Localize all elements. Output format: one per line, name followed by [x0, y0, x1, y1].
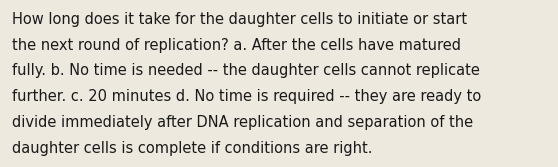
- Text: daughter cells is complete if conditions are right.: daughter cells is complete if conditions…: [12, 141, 373, 156]
- Text: divide immediately after DNA replication and separation of the: divide immediately after DNA replication…: [12, 115, 473, 130]
- Text: further. c. 20 minutes d. No time is required -- they are ready to: further. c. 20 minutes d. No time is req…: [12, 89, 482, 104]
- Text: How long does it take for the daughter cells to initiate or start: How long does it take for the daughter c…: [12, 12, 468, 27]
- Text: fully. b. No time is needed -- the daughter cells cannot replicate: fully. b. No time is needed -- the daugh…: [12, 63, 480, 78]
- Text: the next round of replication? a. After the cells have matured: the next round of replication? a. After …: [12, 38, 461, 53]
